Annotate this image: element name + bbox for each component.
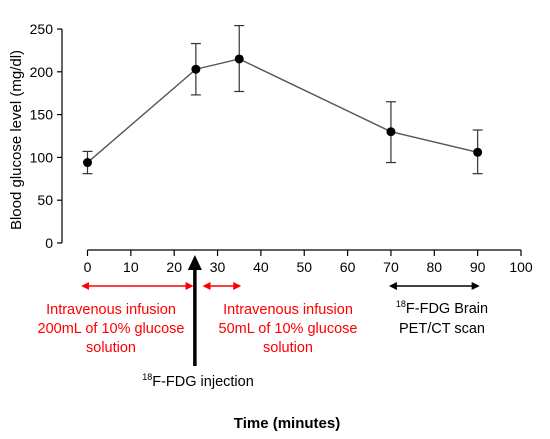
annotation-text: 200mL of 10% glucose — [38, 321, 185, 337]
x-tick-label: 100 — [509, 259, 533, 275]
annotation-text: solution — [86, 340, 136, 356]
data-point — [386, 127, 396, 137]
data-point — [83, 158, 92, 168]
x-tick-label: 50 — [296, 259, 312, 275]
x-tick-label: 90 — [470, 259, 486, 275]
data-point — [191, 64, 201, 74]
petct-label-line1: 18F-FDG Brain — [396, 299, 488, 317]
y-tick-label: 0 — [45, 235, 53, 251]
annotations: Intravenous infusion 200mL of 10% glucose… — [38, 255, 488, 390]
x-tick-label: 30 — [210, 259, 226, 275]
annotation-text: 50mL of 10% glucose — [219, 321, 358, 337]
x-tick-label: 20 — [166, 259, 182, 275]
x-tick-label: 10 — [123, 259, 139, 275]
injection-label-sup: 18 — [142, 372, 152, 382]
y-tick-label: 100 — [30, 149, 54, 165]
y-tick-label: 50 — [37, 192, 53, 208]
x-axis-label: Time (minutes) — [234, 415, 340, 432]
x-tick-label: 0 — [84, 259, 92, 275]
y-tick-label: 150 — [30, 107, 54, 123]
annotation-text: solution — [263, 340, 313, 356]
y-axis-label: Blood glucose level (mg/dl) — [8, 50, 25, 230]
y-tick-label: 250 — [30, 21, 54, 37]
injection-arrowhead — [187, 255, 202, 270]
data-point — [473, 147, 483, 157]
x-tick-label: 40 — [253, 259, 269, 275]
x-tick-label: 80 — [427, 259, 443, 275]
x-tick-label: 70 — [383, 259, 399, 275]
y-tick-label: 200 — [30, 64, 54, 80]
series — [82, 24, 483, 175]
annotation-text: Intravenous infusion — [46, 302, 176, 318]
injection-label: 18F-FDG injection — [142, 372, 254, 390]
axes: 0 50 100 150 200 250 0 10 20 30 40 50 60 70 80 90 100 — [30, 21, 533, 275]
petct-label-sup: 18 — [396, 299, 406, 309]
data-point — [234, 54, 244, 64]
series-line — [87, 58, 478, 164]
annotation-text: Intravenous infusion — [223, 302, 353, 318]
injection-label-text: F-FDG injection — [152, 374, 254, 390]
petct-label-text: F-FDG Brain — [406, 301, 488, 317]
x-tick-label: 60 — [340, 259, 356, 275]
petct-label-line2: PET/CT scan — [399, 321, 485, 337]
